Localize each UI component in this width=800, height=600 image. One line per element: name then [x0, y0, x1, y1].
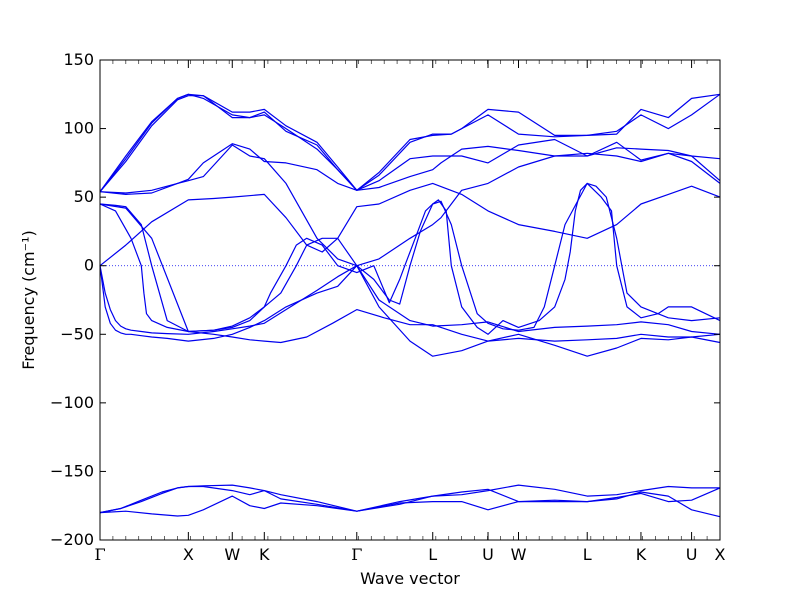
kpoint-label: L [583, 545, 592, 564]
plot-frame [99, 59, 721, 541]
band-lines [99, 93, 721, 518]
band-line-14 [99, 93, 721, 193]
kpoint-label: Γ [351, 545, 362, 564]
band-line-4 [99, 265, 721, 335]
kpoint-label: W [511, 545, 527, 564]
band-line-7 [99, 182, 721, 335]
y-tick-label: −200 [50, 530, 94, 549]
kpoint-label: U [686, 545, 698, 564]
kpoint-label: K [636, 545, 647, 564]
y-tick-label: 50 [74, 187, 94, 206]
kpoint-label: U [482, 545, 494, 564]
x-axis-label: Wave vector [360, 569, 460, 588]
band-line-10 [99, 144, 721, 267]
kpoint-label: X [715, 545, 726, 564]
y-tick-label: 100 [63, 119, 94, 138]
y-tick-label: 150 [63, 50, 94, 69]
band-line-6 [99, 203, 721, 344]
kpoint-label: W [224, 545, 240, 564]
y-tick-label: −100 [50, 393, 94, 412]
kpoint-label: X [183, 545, 194, 564]
y-axis-label: Frequency (cm⁻¹) [19, 230, 38, 369]
y-tick-label: −50 [60, 324, 94, 343]
band-line-11 [99, 138, 721, 195]
band-line-13 [99, 93, 721, 193]
kpoint-label: Γ [94, 545, 105, 564]
band-line-9 [99, 182, 721, 267]
y-tick-label: 0 [84, 256, 94, 275]
y-tick-label: −150 [50, 461, 94, 480]
band-line-8 [99, 182, 721, 333]
kpoint-label: L [428, 545, 437, 564]
kpoint-label: K [259, 545, 270, 564]
band-line-5 [99, 265, 721, 357]
y-axis: −200 −150 −100 −50 0 50 100 150 [50, 50, 720, 549]
band-line-3 [99, 487, 721, 517]
band-line-1 [99, 484, 720, 514]
